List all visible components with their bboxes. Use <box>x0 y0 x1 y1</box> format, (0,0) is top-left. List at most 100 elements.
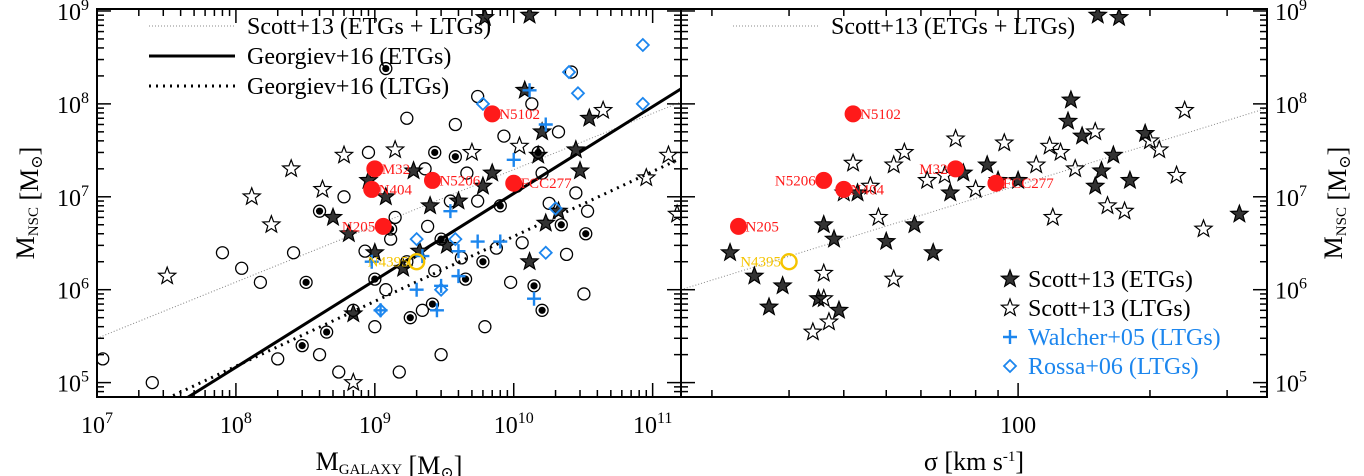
point-1-3 <box>1060 89 1082 109</box>
point-3-10 <box>476 255 490 269</box>
y-tick-label: 105 <box>57 369 89 398</box>
point-2-22 <box>1149 139 1170 159</box>
point-3-14 <box>527 279 541 293</box>
point-3-13 <box>319 325 334 339</box>
point-2-14 <box>994 132 1015 152</box>
legend-label: Scott+13 (ETGs + LTGs) <box>247 14 491 40</box>
legend-marker <box>999 268 1021 288</box>
point-2-1 <box>156 265 178 285</box>
point-1-9 <box>482 162 503 182</box>
highlight-n205 <box>730 217 748 235</box>
point-4-14 <box>384 232 398 246</box>
highlight-label-n4395: N4395 <box>368 255 409 271</box>
point-4-20 <box>434 347 448 362</box>
x-tick-label: 108 <box>220 410 252 439</box>
point-1-26 <box>772 275 793 295</box>
y-tick-label: 106 <box>1275 276 1307 305</box>
highlight-n404 <box>363 180 381 198</box>
point-2-19 <box>1085 121 1106 141</box>
y-tick-label: 109 <box>1275 0 1307 26</box>
point-1-7 <box>1134 122 1156 143</box>
point-2-6 <box>860 175 881 195</box>
point-4-39 <box>564 65 579 79</box>
point-4-7 <box>286 246 301 260</box>
highlight-n4395 <box>780 253 798 271</box>
point-2-15 <box>1026 154 1047 174</box>
point-1-2 <box>519 9 540 24</box>
y-axis-title: MNSC [M⊙] <box>11 147 46 260</box>
relation-line-1 <box>681 107 1267 291</box>
point-5-5 <box>470 234 485 249</box>
legend-label: Georgiev+16 (LTGs) <box>247 74 449 100</box>
point-1-21 <box>519 251 540 271</box>
point-3-20 <box>535 303 549 317</box>
point-4-44 <box>337 190 351 204</box>
series-4 <box>97 65 595 390</box>
point-3-9 <box>531 145 545 160</box>
point-4-2 <box>145 375 159 390</box>
point-1-5 <box>1071 125 1093 145</box>
point-4-38 <box>577 287 591 301</box>
point-4-25 <box>471 194 485 208</box>
y-tick-label: 108 <box>57 90 89 119</box>
point-2-2 <box>241 186 262 206</box>
plot-frame <box>680 8 1268 398</box>
highlight-label-n5102: N5102 <box>499 107 540 123</box>
series-3 <box>295 61 593 353</box>
y-tick-label: 106 <box>57 276 89 305</box>
point-3-18 <box>448 150 463 164</box>
legend-marker <box>999 297 1021 317</box>
point-1-6 <box>1103 144 1124 164</box>
point-5-11 <box>451 269 466 284</box>
point-1-10 <box>1119 169 1141 190</box>
highlight-fcc277 <box>987 174 1005 192</box>
point-5-7 <box>443 204 458 219</box>
highlight-label-fcc277: FCC277 <box>521 176 572 192</box>
series-5 <box>364 83 553 318</box>
point-3-17 <box>554 218 568 232</box>
point-5-13 <box>527 291 542 306</box>
point-5-2 <box>522 83 537 98</box>
point-2-18 <box>1065 158 1086 178</box>
point-6-6 <box>548 201 563 216</box>
point-1-21 <box>923 242 944 262</box>
highlight-label-n404: N404 <box>379 182 413 198</box>
relation-line-2 <box>185 87 681 397</box>
y-tick-label: 109 <box>57 0 89 26</box>
y-tick-label: 108 <box>1275 90 1307 119</box>
point-2-5 <box>312 178 333 199</box>
point-1-17 <box>823 228 845 248</box>
legend-marker <box>1002 358 1018 374</box>
point-1-16 <box>338 223 360 243</box>
point-4-10 <box>346 303 360 317</box>
point-4-46 <box>388 210 402 225</box>
point-4-6 <box>271 352 285 366</box>
point-4-29 <box>503 275 518 289</box>
point-3-19 <box>312 204 327 218</box>
legend-label: Walcher+05 (LTGs) <box>1028 325 1221 351</box>
point-1-12 <box>419 195 441 215</box>
point-1-10 <box>472 175 494 195</box>
point-5-9 <box>409 282 424 297</box>
point-3-2 <box>579 227 593 241</box>
point-6-5 <box>475 96 491 112</box>
point-2-7 <box>868 206 889 227</box>
point-4-41 <box>471 89 485 104</box>
point-2-10 <box>916 169 938 190</box>
point-4-33 <box>535 166 549 180</box>
point-4-9 <box>332 365 346 379</box>
point-2-13 <box>965 178 986 199</box>
point-4-8 <box>312 347 327 362</box>
legend-label: Scott+13 (LTGs) <box>1028 296 1191 322</box>
point-5-3 <box>506 152 521 167</box>
point-1-4 <box>1057 110 1079 130</box>
point-6-4 <box>635 96 651 112</box>
point-6-2 <box>561 64 577 80</box>
highlight-label-n205: N205 <box>342 219 375 235</box>
x-tick-label: 100 <box>1000 413 1036 439</box>
point-1-15 <box>758 296 780 316</box>
point-1-13 <box>719 242 741 262</box>
point-2-6 <box>333 144 355 164</box>
point-1-1 <box>474 9 496 27</box>
x-axis-title: σ [km s-1] <box>924 447 1024 476</box>
